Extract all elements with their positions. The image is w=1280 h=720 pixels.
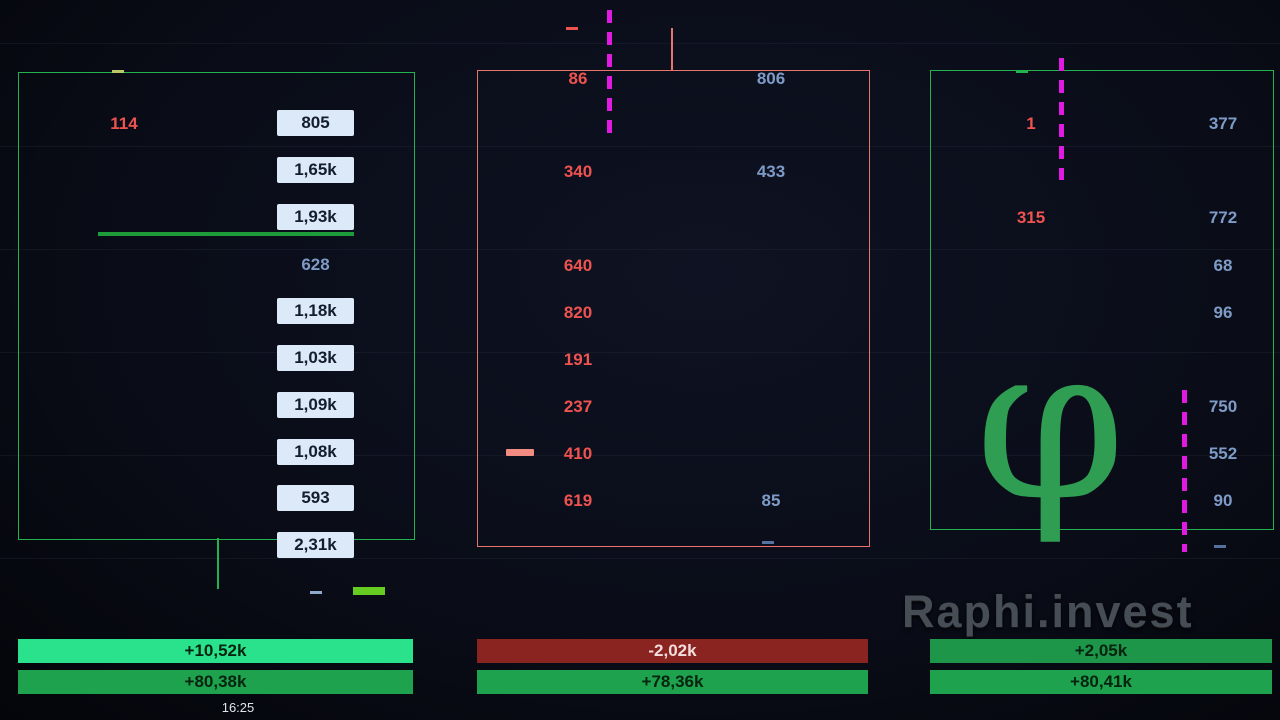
buy-volume: 772 xyxy=(1208,208,1238,227)
gridline xyxy=(0,558,1280,559)
footprint-candle-1: 114 805 1,65k 1,93k 628 1,18k 1,03k 1,09… xyxy=(18,72,415,558)
sell-volume: 820 xyxy=(563,303,593,322)
footprint-candle-3: 1 377 315 772 68 96 750 552 90 xyxy=(930,70,1274,530)
cumulative-delta-bar-candle-1: +80,38k xyxy=(18,670,413,694)
magenta-marker-line xyxy=(1059,58,1064,180)
buy-volume: 806 xyxy=(756,69,786,88)
sell-volume: 114 xyxy=(110,114,138,133)
delta-bar-candle-1: +10,52k xyxy=(18,639,413,663)
level-highlight-line xyxy=(98,232,354,236)
buy-volume: 85 xyxy=(761,491,781,510)
buy-volume: 552 xyxy=(1208,444,1238,463)
gridline xyxy=(0,43,1280,44)
volume-box: 1,18k xyxy=(277,298,354,324)
buy-volume: 628 xyxy=(301,255,330,274)
cumulative-delta-bar-candle-2: +78,36k xyxy=(477,670,868,694)
magenta-marker-line xyxy=(1182,390,1187,552)
buy-volume: 433 xyxy=(756,162,786,181)
volume-box: 1,93k xyxy=(277,204,354,230)
gridline xyxy=(0,455,1280,456)
open-tick xyxy=(1016,70,1028,73)
buy-volume: 68 xyxy=(1213,256,1233,275)
gridline xyxy=(0,352,1280,353)
volume-box: 1,08k xyxy=(277,439,354,465)
open-tick xyxy=(112,70,124,73)
gridline xyxy=(0,249,1280,250)
buy-volume: 96 xyxy=(1213,303,1233,322)
sell-volume: 237 xyxy=(563,397,593,416)
sell-volume: 410 xyxy=(563,444,593,463)
open-tick xyxy=(566,27,578,30)
volume-box: 1,65k xyxy=(277,157,354,183)
next-open-marker xyxy=(353,587,385,595)
buy-volume: 750 xyxy=(1208,397,1238,416)
time-label: 16:25 xyxy=(221,700,255,715)
volume-box: 805 xyxy=(277,110,354,136)
sell-volume: 1 xyxy=(1026,114,1036,133)
sell-volume: 340 xyxy=(563,162,593,181)
low-tick xyxy=(310,591,322,594)
buy-volume: 377 xyxy=(1208,114,1238,133)
magenta-marker-line xyxy=(607,10,612,135)
poc-marker xyxy=(506,449,534,456)
cumulative-delta-bar-candle-3: +80,41k xyxy=(930,670,1272,694)
sell-volume: 86 xyxy=(568,69,588,88)
gridline xyxy=(0,146,1280,147)
sell-volume: 191 xyxy=(563,350,593,369)
delta-bar-candle-2: -2,02k xyxy=(477,639,868,663)
volume-box: 2,31k xyxy=(277,532,354,558)
phi-logo-icon: φ xyxy=(975,297,1126,548)
buy-volume: 90 xyxy=(1213,491,1233,510)
close-tick xyxy=(1214,545,1226,548)
lower-wick xyxy=(217,538,219,589)
sell-volume: 315 xyxy=(1016,208,1046,227)
delta-bar-candle-3: +2,05k xyxy=(930,639,1272,663)
volume-box: 1,09k xyxy=(277,392,354,418)
sell-volume: 619 xyxy=(563,491,593,510)
upper-wick xyxy=(671,28,673,70)
close-tick xyxy=(762,541,774,544)
watermark-brand: Raphi.invest xyxy=(902,586,1194,637)
volume-box: 1,03k xyxy=(277,345,354,371)
footprint-candle-2: 86 806 340 433 640 820 191 237 410 619 8… xyxy=(477,69,870,547)
volume-box: 593 xyxy=(277,485,354,511)
sell-volume: 640 xyxy=(563,256,593,275)
